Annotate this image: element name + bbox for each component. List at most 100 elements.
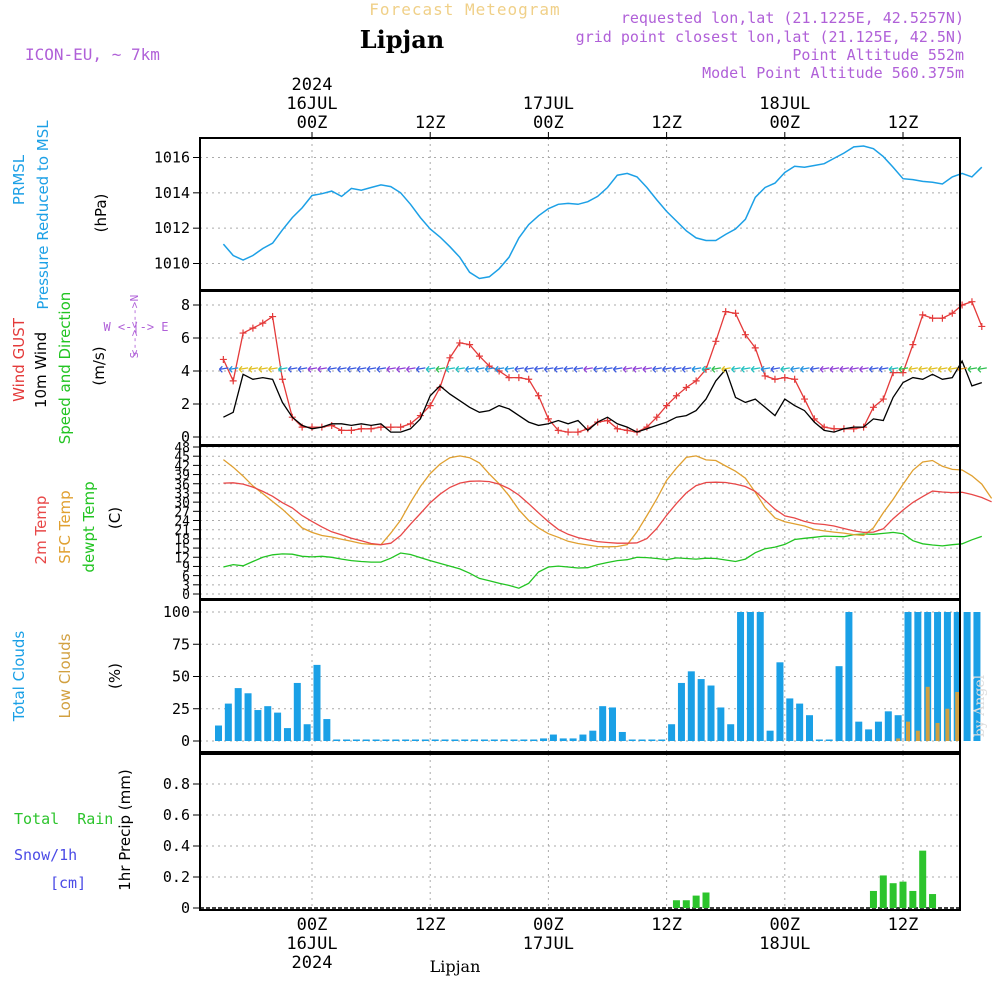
gust-marker — [574, 428, 582, 436]
total-cloud-bar — [796, 703, 804, 741]
wind-arrow — [829, 365, 840, 373]
low-clouds-label: Low Clouds — [56, 633, 74, 718]
total-cloud-bar — [756, 612, 764, 741]
gust-marker — [446, 354, 454, 362]
point-altitude: Point Altitude 552m — [792, 46, 964, 64]
gust-marker — [269, 313, 277, 321]
wind-arrow — [819, 365, 830, 373]
y-tick-label: 45 — [174, 450, 190, 465]
total-cloud-bar — [323, 719, 331, 741]
wind-arrow — [494, 365, 505, 373]
total-cloud-bar — [402, 739, 410, 741]
temp-2m-label: 2m Temp — [32, 496, 50, 565]
bottom-time-label: 16JUL — [286, 934, 337, 954]
wind-arrow — [317, 365, 327, 373]
pressure-label: PRMSL — [10, 154, 28, 205]
total-cloud-bar — [589, 730, 597, 741]
gust-marker — [249, 324, 257, 332]
wind-arrow — [346, 365, 357, 373]
total-cloud-bar — [490, 739, 498, 741]
wind-arrow — [534, 365, 544, 373]
top-time-label: 12Z — [415, 113, 446, 133]
y-tick-label: 1016 — [154, 149, 190, 167]
total-clouds-label: Total Clouds — [10, 631, 28, 723]
total-cloud-bar — [874, 721, 882, 741]
y-tick-label: 33 — [174, 487, 190, 502]
t2m-line — [223, 480, 992, 546]
y-tick-label: 21 — [174, 524, 190, 539]
gust-marker — [692, 377, 700, 385]
gust-marker — [377, 423, 385, 431]
wind-arrow — [937, 365, 948, 373]
gust-marker — [466, 341, 474, 349]
rain-bar — [869, 890, 877, 908]
wind-arrow — [662, 365, 672, 373]
pressure-line — [222, 145, 983, 280]
wind-arrow — [731, 365, 741, 373]
wind-arrow — [543, 365, 554, 373]
rain-bar — [929, 894, 937, 908]
rain-bar — [682, 900, 690, 908]
clouds-panel: Total Clouds Low Clouds (%) 0 25 50 75 100 b… — [10, 603, 988, 750]
total-cloud-bar — [421, 739, 429, 741]
top-time-label: 2024 — [292, 75, 333, 95]
y-tick-label: 0 — [181, 428, 190, 446]
gust-marker — [554, 426, 562, 434]
wind-arrow — [770, 365, 781, 373]
top-time-label: 00Z — [769, 113, 800, 133]
y-tick-label: 27 — [174, 505, 190, 520]
gust-marker — [259, 319, 267, 327]
wind-arrow — [218, 365, 229, 373]
gust-marker — [544, 415, 552, 423]
total-cloud-bar — [431, 739, 439, 741]
total-cloud-bar — [825, 739, 833, 741]
wind-arrow — [524, 365, 534, 373]
wind-arrow — [839, 365, 850, 373]
total-cloud-bar — [313, 664, 321, 741]
footer-location: Lipjan — [430, 957, 481, 976]
wind-arrow — [691, 365, 702, 373]
wind-arrow — [425, 365, 436, 373]
wind-arrow — [701, 365, 712, 373]
wind-arrow — [396, 365, 406, 373]
wind-arrow — [435, 365, 446, 373]
gust-marker — [869, 403, 877, 411]
gust-marker — [801, 395, 808, 403]
rain-bar — [692, 895, 700, 908]
gust-marker — [387, 423, 395, 431]
wind-arrow — [750, 365, 761, 373]
clouds-y-ticks: 0 25 50 75 100 — [163, 603, 200, 750]
gust-marker — [515, 374, 523, 382]
wind-arrow — [406, 365, 416, 373]
y-tick-label: 24 — [174, 515, 190, 530]
low-cloud-bar — [935, 722, 940, 741]
total-cloud-bar — [609, 707, 616, 741]
total-cloud-bar — [362, 739, 370, 741]
total-cloud-bar — [303, 724, 311, 741]
wind-arrow — [593, 365, 603, 373]
wind-arrow — [947, 365, 958, 373]
total-cloud-bar — [264, 706, 272, 741]
gust-marker — [781, 374, 789, 382]
low-cloud-bar — [906, 721, 910, 741]
wind-arrow — [849, 365, 859, 373]
gust-marker — [623, 426, 631, 434]
y-tick-label: 0.4 — [163, 837, 190, 855]
total-cloud-bar — [441, 739, 449, 741]
y-tick-label: 0.6 — [163, 806, 190, 824]
wind-arrow — [563, 365, 574, 373]
wind-arrow — [484, 365, 495, 373]
wind-compass: N <--> W <-|-> E <--> S — [103, 295, 168, 359]
wind-arrow — [268, 365, 278, 373]
y-tick-label: 15 — [174, 542, 190, 557]
gust-marker — [672, 392, 680, 400]
precip-bars — [200, 850, 960, 909]
gust-marker — [791, 375, 799, 383]
gust-marker — [525, 375, 533, 383]
total-cloud-bar — [855, 721, 863, 741]
gridpoint-coords: grid point closest lon,lat (21.125E, 42.… — [576, 28, 964, 46]
gust-marker — [604, 417, 611, 424]
wind-arrow — [918, 365, 928, 373]
total-cloud-bar — [894, 715, 902, 741]
total-cloud-bar — [865, 729, 873, 741]
